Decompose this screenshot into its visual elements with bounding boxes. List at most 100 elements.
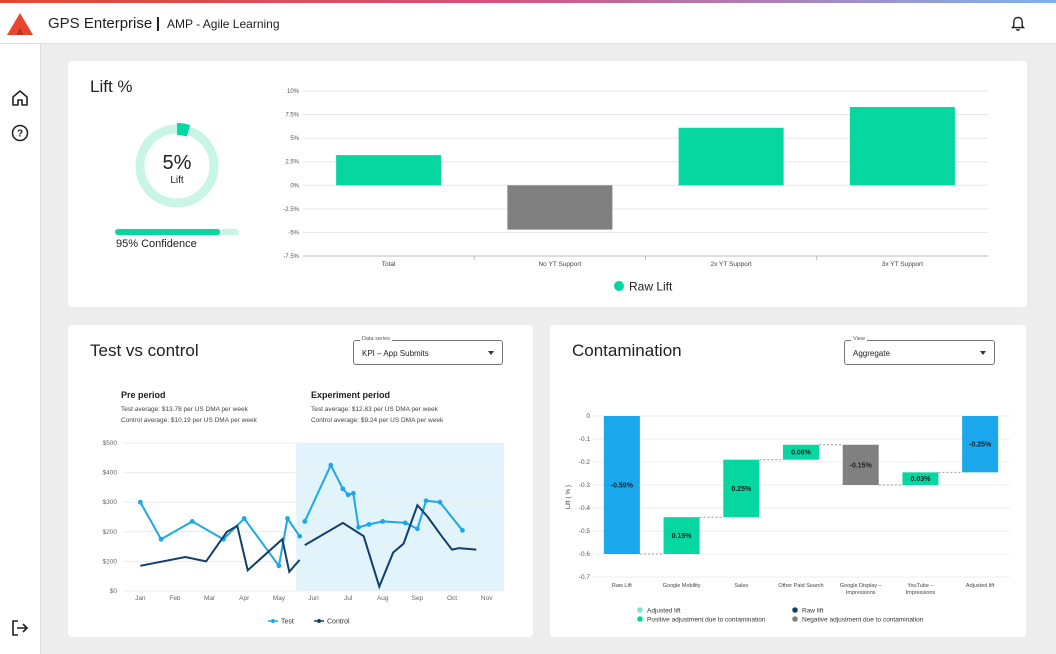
project-name: AMP - Agile Learning xyxy=(167,17,280,31)
legend-label-control: Control xyxy=(327,619,350,626)
y-tick-label: $0 xyxy=(110,588,118,595)
test-point xyxy=(189,519,195,524)
y-tick-label: $300 xyxy=(103,499,118,506)
accent-line xyxy=(0,0,1056,3)
bell-icon[interactable] xyxy=(1009,15,1027,33)
legend-label: Negative adjustment due to contamination xyxy=(802,617,924,624)
view-value: Aggregate xyxy=(853,349,890,358)
x-tick-label: Sep xyxy=(412,595,424,602)
logout-icon[interactable] xyxy=(10,618,30,638)
waterfall-bar-label: -0.59% xyxy=(611,483,634,490)
test-point xyxy=(460,527,465,533)
sidebar: ? xyxy=(0,44,41,654)
legend-label-raw-lift: Raw Lift xyxy=(629,280,673,294)
view-select[interactable]: View Aggregate xyxy=(844,336,995,365)
waterfall-bar-label: 0.15% xyxy=(672,533,693,540)
lift-title: Lift % xyxy=(90,77,133,96)
x-tick-label: Impressions xyxy=(846,590,876,596)
test-point xyxy=(356,524,361,530)
x-tick-label: Jan xyxy=(135,595,146,602)
donut-value-arc xyxy=(176,123,191,137)
test-point xyxy=(350,490,356,496)
confidence-label: 95% Confidence xyxy=(116,238,197,250)
waterfall-bar-label: 0.25% xyxy=(731,486,752,493)
x-tick-label: 3x YT Support xyxy=(882,261,924,268)
data-series-value: KPI – App Submits xyxy=(362,349,429,358)
x-tick-label: Jul xyxy=(344,595,353,602)
exp-test-average: Test average: $12.83 per US DMA per week xyxy=(311,406,438,413)
y-tick-label: -0.4 xyxy=(579,505,591,512)
test-point xyxy=(340,486,346,492)
test-point xyxy=(137,499,143,505)
waterfall-bar xyxy=(663,517,700,554)
dropdown-arrow-icon xyxy=(980,351,986,355)
test-point xyxy=(423,498,429,504)
legend-label: Positive adjustment due to contamination xyxy=(647,617,766,624)
waterfall-bar xyxy=(603,416,640,554)
test-point xyxy=(402,520,408,526)
help-icon[interactable]: ? xyxy=(10,123,30,143)
test-point xyxy=(345,492,351,498)
x-tick-label: Raw Lift xyxy=(612,583,632,589)
data-series-select[interactable]: Data series KPI – App Submits xyxy=(353,336,503,365)
contamination-title: Contamination xyxy=(572,341,682,360)
y-tick-label: $100 xyxy=(103,558,118,565)
legend-label: Raw lift xyxy=(802,608,824,615)
waterfall-bar xyxy=(783,444,819,460)
donut-value: 5% xyxy=(163,152,192,174)
contamination-card: Contamination View Aggregate 0 -0.1 -0.2 -0… xyxy=(550,325,1026,637)
y-tick-label: -5% xyxy=(288,230,299,236)
logo-icon[interactable] xyxy=(6,12,34,36)
confidence-track xyxy=(115,229,239,235)
contamination-waterfall-chart: 0 -0.1 -0.2 -0.3 -0.4 -0.5 -0.6 -0.7 Lift ( % ) -… xyxy=(565,413,1010,624)
test-point xyxy=(297,533,303,539)
bar-total xyxy=(336,155,442,186)
y-tick-label: -0.2 xyxy=(579,459,591,466)
waterfall-bar-label: -0.25% xyxy=(969,442,992,449)
test-point xyxy=(380,519,386,524)
view-label: View xyxy=(851,336,867,342)
x-tick-label: Oct xyxy=(447,595,457,602)
x-tick-label: Adjusted lift xyxy=(966,583,995,589)
x-tick-label: Mar xyxy=(204,595,216,602)
legend-swatch-raw-lift xyxy=(614,281,624,291)
y-tick-label: -0.1 xyxy=(579,436,591,443)
y-tick-label: $400 xyxy=(103,470,118,477)
x-tick-label: Google Display – xyxy=(840,583,883,589)
lift-card: Lift % 5% Lift 95% Confidence 10% 7.5% 5% 2… xyxy=(68,61,1027,307)
legend-swatch xyxy=(792,616,798,622)
test-point xyxy=(437,499,443,505)
test-point xyxy=(241,516,247,521)
title-divider xyxy=(157,17,159,31)
y-tick-label: -7.5% xyxy=(283,254,299,260)
legend-marker-test xyxy=(271,619,275,623)
waterfall-bar-label: 0.03% xyxy=(910,476,931,483)
confidence-fill xyxy=(115,229,221,235)
y-tick-label: 7.5% xyxy=(285,113,299,119)
y-tick-label: 10% xyxy=(287,89,300,95)
pre-control-average: Control average: $10.19 per US DMA per w… xyxy=(121,417,257,424)
test-line-pre xyxy=(139,501,301,569)
x-tick-label: Apr xyxy=(239,595,250,602)
home-icon[interactable] xyxy=(10,88,30,108)
legend-swatch xyxy=(637,616,643,622)
test-point xyxy=(328,462,334,468)
svg-text:?: ? xyxy=(17,129,23,140)
y-tick-label: 2.5% xyxy=(285,160,299,166)
lift-donut: 5% Lift xyxy=(135,123,219,208)
legend-swatch xyxy=(792,607,798,613)
waterfall-bar xyxy=(962,416,999,473)
waterfall-bar xyxy=(842,444,879,485)
x-tick-label: Sales xyxy=(734,583,748,589)
waterfall-bar xyxy=(902,472,939,485)
y-tick-label: 0% xyxy=(290,183,299,189)
x-tick-label: Feb xyxy=(169,595,181,602)
lift-bar-chart: 10% 7.5% 5% 2.5% 0% -2.5% -5% -7.5% Total No YT S… xyxy=(283,89,988,294)
bar-no-yt-support xyxy=(507,185,613,230)
x-tick-label: Other Paid Search xyxy=(778,583,823,589)
legend-label-test: Test xyxy=(281,619,294,626)
y-tick-label: 0 xyxy=(586,413,590,420)
test-point xyxy=(276,563,282,569)
x-tick-label: Aug xyxy=(377,595,389,602)
test-control-line-chart: $500 $400 $300 $200 $100 $0 Jan Feb Mar Apr May Jun… xyxy=(103,440,504,626)
